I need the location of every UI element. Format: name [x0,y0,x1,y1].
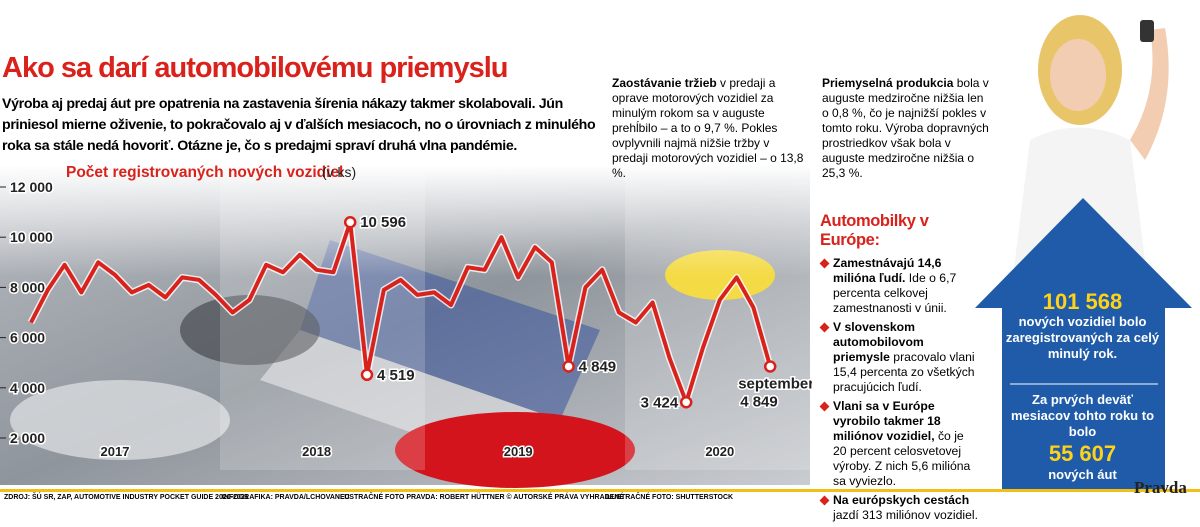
intro: Výroba aj predaj áut pre opatrenia na za… [2,96,596,154]
x-tick-label: 2020 [705,444,734,459]
info-column: Zaostávanie tržieb v predaji a oprave mo… [612,76,807,181]
title: Ako sa darí automobilovému priemyslu [2,52,508,84]
y-tick-label: 8 000 [10,279,45,295]
item: Na európskych cestách jazdí 313 miliónov… [820,493,980,523]
lead: Vlani sa v Európe vyrobilo takmer 18 mil… [833,399,941,443]
lead: Zaostávanie tržieb [612,76,717,90]
data-label: 3 424 [641,394,679,411]
text: čo je 20 percent celosvetovej výroby. Z … [833,429,971,488]
point-marker [763,360,777,373]
arrow-figure: 101 568 [1042,289,1123,314]
y-tick-label: 10 000 [10,229,53,245]
data-label: 4 519 [377,367,415,384]
lead: Na európskych cestách [833,493,970,507]
y-unit: (v ks) [322,164,356,180]
annotation: september [738,375,812,392]
text: bola v auguste medziročne nižšia len o 0… [822,76,989,180]
point-marker [360,368,374,382]
europe-list: Zamestnávajú 14,6 milióna ľudí. Ide o 6,… [820,256,980,523]
arrow-text: nových vozidiel bolo zaregistrovaných za… [1005,314,1160,361]
arrow-text: Za prvých deväť mesiacov tohto roku to b… [1010,392,1155,439]
data-label: 10 596 [360,214,406,231]
y-tick-label: 6 000 [10,330,45,346]
credit: ZDROJ: ŠÚ SR, ZAP, AUTOMOTIVE INDUSTRY P… [4,494,249,501]
credit: ILUSTRAČNÉ FOTO PRAVDA: ROBERT HÜTTNER ©… [338,494,625,501]
text: v predaji a oprave motorových vozidiel z… [612,76,804,180]
lead: Zamestnávajú 14,6 milióna ľudí. [833,256,942,285]
background-art [0,15,1200,492]
y-tick-label: 12 000 [10,179,53,195]
text: pracovalo vlani 15,4 percenta zo všetkýc… [833,350,975,394]
page: Ako sa darí automobilovému priemyslu Výr… [0,0,1200,508]
credit: ILUSTRAČNÉ FOTO: SHUTTERSTOCK [605,494,734,501]
item: Vlani sa v Európe vyrobilo takmer 18 mil… [820,399,980,489]
europe-title: Automobilky v Európe: [820,212,929,249]
chart-title: Počet registrovaných nových vozidiel [66,164,343,181]
item: Zamestnávajú 14,6 milióna ľudí. Ide o 6,… [820,256,980,316]
point-marker [679,396,693,409]
lead: V slovenskom automobilovom priemysle [833,320,924,364]
year-band [220,170,425,470]
chart: Počet registrovaných nových vozidiel (v … [0,164,812,461]
europe-box: Automobilky v Európe: Zamestnávajú 14,6 … [820,212,980,527]
arrow-shape [975,198,1192,490]
x-tick-label: 2017 [101,444,130,459]
point-marker [343,215,357,229]
credit: INFOGRAFIKA: PRAVDA/LCHOVANEC [222,494,350,501]
y-tick-label: 4 000 [10,380,45,396]
text: Ide o 6,7 percenta celkovej zamestnanost… [833,271,957,315]
x-tick-label: 2019 [504,444,533,459]
arrow-figure: 55 607 [1048,441,1117,466]
photo-fade [0,165,810,485]
footer-rule [0,489,1200,492]
x-tick-label: 2018 [302,444,331,459]
lead: Priemyselná produkcia [822,76,954,90]
info-column: Priemyselná produkcia bola v auguste med… [822,76,990,181]
text: jazdí 313 miliónov vozidiel. [833,508,978,522]
data-label: 4 849 [579,358,617,375]
item: V slovenskom automobilovom priemysle pra… [820,320,980,395]
y-tick-label: 2 000 [10,430,45,446]
point-marker [562,360,575,373]
logo: Pravda [1134,478,1187,497]
arrow-text: nových áut [1048,467,1117,482]
line [29,220,773,405]
data-label: 4 849 [740,393,778,410]
